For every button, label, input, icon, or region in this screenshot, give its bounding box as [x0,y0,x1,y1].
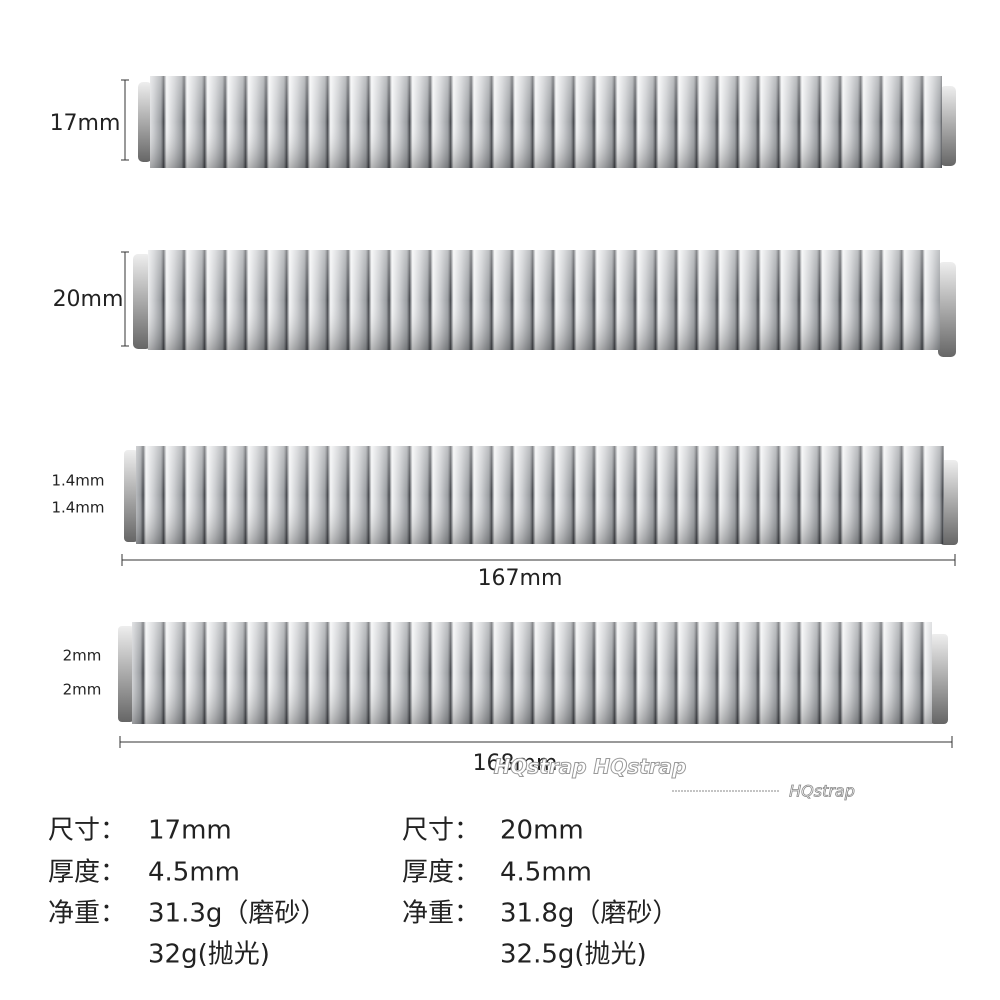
spec-label: 尺寸： [48,816,126,846]
watermark: HQstrap HQstrap [494,755,687,779]
spec-label: 尺寸： [402,816,480,846]
spec-value: 31.8g（磨砂） [500,899,678,929]
spec-label: 净重： [402,899,480,929]
gap-label: 2mm [63,647,102,665]
length-label: 168mm [473,751,558,776]
spec-right: 尺寸： 20mm 厚度： 4.5mm 净重： 31.8g（磨砂） 32.5g(抛… [402,816,678,970]
watermark: HQstrap [789,782,855,801]
band-20mm [121,250,956,357]
gap-label: 2mm [63,681,102,699]
spec-value: 31.3g（磨砂） [148,899,326,929]
spec-left: 尺寸： 17mm 厚度： 4.5mm 净重： 31.3g（磨砂） 32g(抛光) [48,816,326,970]
width-label: 17mm [50,111,121,136]
spec-value: 4.5mm [148,858,240,888]
spec-value: 4.5mm [500,858,592,888]
gap-label: 1.4mm [51,499,104,517]
spec-value: 32.5g(抛光) [500,940,647,970]
spec-value: 32g(抛光) [148,940,270,970]
spec-label: 厚度： [48,858,126,888]
band-168mm [118,622,953,748]
length-label: 167mm [478,566,563,591]
spec-label: 净重： [48,899,126,929]
spec-value: 20mm [500,816,584,846]
width-label: 20mm [53,287,124,312]
gap-label: 1.4mm [51,472,104,490]
spec-label: 厚度： [402,858,480,888]
band-17mm [121,76,956,168]
band-167mm [121,446,958,566]
spec-value: 17mm [148,816,232,846]
